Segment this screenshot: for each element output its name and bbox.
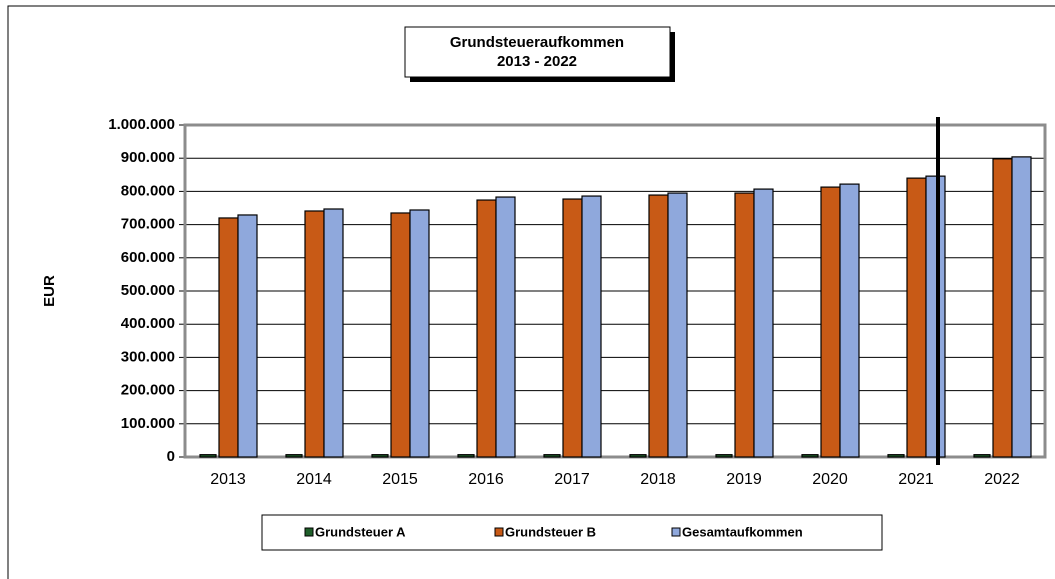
- bar: [218, 217, 239, 458]
- x-tick-label: 2021: [898, 471, 934, 488]
- y-tick-label: 1.000.000: [108, 116, 175, 133]
- x-tick-label: 2014: [296, 471, 332, 488]
- bar: [543, 454, 561, 458]
- bar: [906, 177, 927, 458]
- y-tick-label: 500.000: [121, 282, 175, 299]
- bar: [476, 199, 497, 458]
- bar: [371, 454, 389, 458]
- y-tick-label: 700.000: [121, 216, 175, 233]
- bar: [323, 208, 344, 458]
- bar: [285, 454, 303, 458]
- bar: [801, 454, 819, 458]
- bar: [629, 454, 647, 458]
- bar: [734, 192, 755, 458]
- legend-label: Gesamtaufkommen: [682, 524, 803, 539]
- bar: [199, 454, 217, 458]
- bar: [648, 194, 669, 458]
- bar: [304, 210, 325, 458]
- bar: [820, 186, 841, 458]
- bar: [715, 454, 733, 458]
- bar: [925, 175, 946, 458]
- bar: [1011, 156, 1032, 458]
- bar: [390, 212, 411, 458]
- legend-box: [261, 514, 883, 551]
- y-tick-label: 400.000: [121, 315, 175, 332]
- chart-title: Grundsteueraufkommen: [450, 34, 624, 51]
- bar: [667, 192, 688, 458]
- x-tick-label: 2022: [984, 471, 1020, 488]
- bar: [839, 183, 860, 458]
- x-tick-label: 2018: [640, 471, 676, 488]
- legend-label: Grundsteuer A: [315, 524, 406, 539]
- legend-label: Grundsteuer B: [505, 524, 596, 539]
- x-tick-label: 2015: [382, 471, 418, 488]
- y-tick-label: 800.000: [121, 182, 175, 199]
- y-axis-label: EUR: [41, 275, 58, 307]
- bar: [753, 188, 774, 458]
- plot-border: [183, 123, 1047, 459]
- x-tick-label: 2017: [554, 471, 590, 488]
- bar: [237, 214, 258, 458]
- bar: [581, 195, 602, 458]
- bar: [457, 454, 475, 458]
- bar: [887, 454, 905, 458]
- legend-swatch: [671, 527, 681, 537]
- y-tick-label: 100.000: [121, 415, 175, 432]
- title-box: [404, 26, 671, 78]
- y-tick-label: 0: [167, 448, 175, 465]
- y-tick-label: 900.000: [121, 149, 175, 166]
- chart-frame: [7, 5, 1055, 579]
- x-tick-label: 2020: [812, 471, 848, 488]
- bar: [409, 209, 430, 458]
- legend-swatch: [304, 527, 314, 537]
- bar: [973, 454, 991, 458]
- legend: Grundsteuer A Grundsteuer B Gesamtaufkomme…: [304, 524, 803, 539]
- y-tick-label: 600.000: [121, 249, 175, 266]
- x-tick-label: 2019: [726, 471, 762, 488]
- y-tick-label: 300.000: [121, 348, 175, 365]
- legend-swatch: [494, 527, 504, 537]
- x-tick-label: 2013: [210, 471, 246, 488]
- bar: [495, 196, 516, 458]
- y-tick-label: 200.000: [121, 382, 175, 399]
- bar: [992, 158, 1013, 458]
- chart-subtitle: 2013 - 2022: [497, 53, 577, 70]
- x-tick-label: 2016: [468, 471, 504, 488]
- bar: [562, 198, 583, 458]
